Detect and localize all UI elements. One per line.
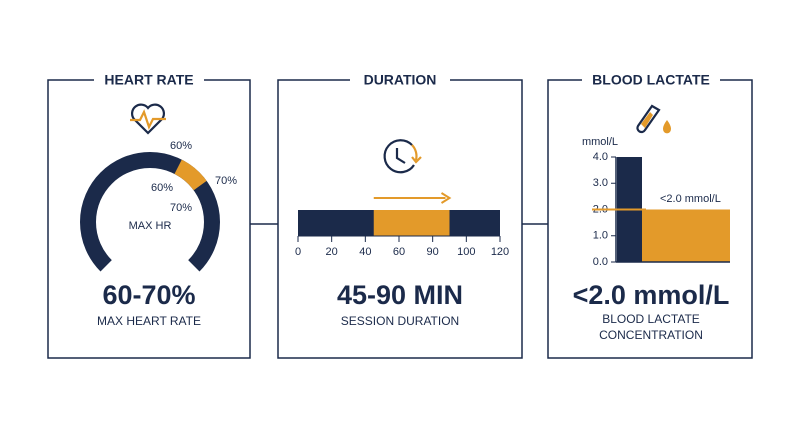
gauge-band xyxy=(174,159,207,191)
caption: CONCENTRATION xyxy=(599,328,703,342)
headline: 45-90 MIN xyxy=(337,280,463,310)
x-tick-label: 0 xyxy=(295,246,301,258)
y-tick-label: 0.0 xyxy=(593,256,608,268)
panel-title: BLOOD LACTATE xyxy=(592,72,710,88)
headline: <2.0 mmol/L xyxy=(573,280,730,310)
title-gap xyxy=(350,70,450,90)
title-gap xyxy=(94,70,204,90)
gauge-label: 70% xyxy=(215,175,237,187)
y-tick-label: 4.0 xyxy=(593,151,608,163)
gauge-center-label: MAX HR xyxy=(129,220,172,232)
x-tick-label: 40 xyxy=(359,246,371,258)
clock-icon xyxy=(383,139,422,174)
y-tick-label: 1.0 xyxy=(593,230,608,242)
tube-icon xyxy=(636,104,671,134)
panel-title: DURATION xyxy=(364,72,437,88)
duration-band xyxy=(373,210,450,236)
caption: MAX HEART RATE xyxy=(97,314,201,328)
gauge-label: 60% xyxy=(151,182,173,194)
x-tick-label: 60 xyxy=(393,246,405,258)
threshold-label: <2.0 mmol/L xyxy=(660,193,721,205)
gauge-track xyxy=(80,152,220,272)
heart-icon xyxy=(130,103,166,135)
threshold-area xyxy=(642,209,730,262)
unit-label: mmol/L xyxy=(582,136,618,148)
caption: SESSION DURATION xyxy=(341,314,459,328)
title-gap xyxy=(582,70,720,90)
x-tick-label: 100 xyxy=(457,246,475,258)
gauge-label: 60% xyxy=(170,140,192,152)
x-tick-label: 90 xyxy=(427,246,439,258)
caption: BLOOD LACTATE xyxy=(602,312,700,326)
panel-title: HEART RATE xyxy=(104,72,193,88)
headline: 60-70% xyxy=(102,280,195,310)
x-tick-label: 20 xyxy=(326,246,338,258)
gauge-label: 70% xyxy=(170,202,192,214)
y-tick-label: 3.0 xyxy=(593,177,608,189)
x-tick-label: 120 xyxy=(491,246,509,258)
arrow-head xyxy=(440,192,452,204)
